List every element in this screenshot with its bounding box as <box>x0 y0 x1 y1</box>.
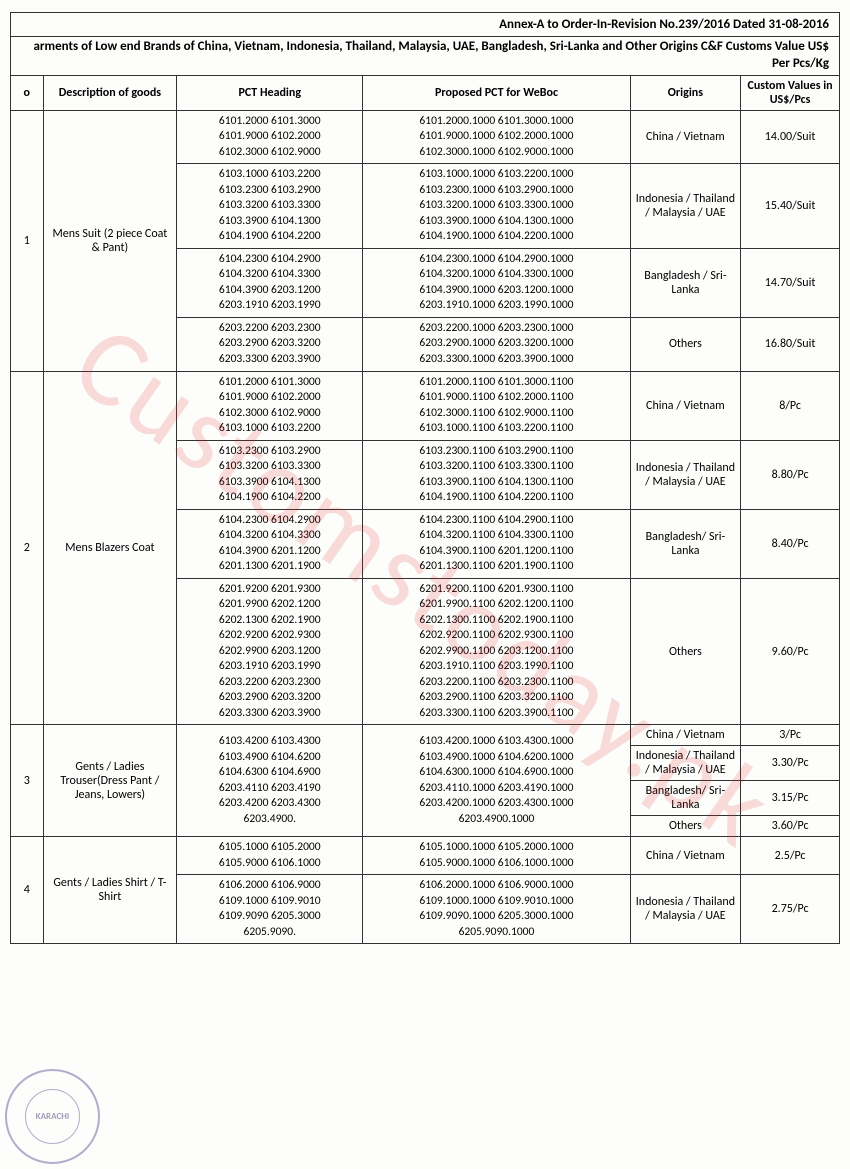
table-cell: 6101.2000.1100 6101.3000.11006101.9000.1… <box>363 371 630 440</box>
table-cell: 3/Pc <box>741 725 840 746</box>
table-cell: Bangladesh / Sri-Lanka <box>630 248 740 317</box>
col-val: Custom Values in US$/Pcs <box>741 75 840 110</box>
table-cell: 6104.2300 6104.29006104.3200 6104.330061… <box>177 509 363 578</box>
table-cell: 2.75/Pc <box>741 875 840 944</box>
table-cell: 6203.2200 6203.23006203.2900 6203.320062… <box>177 317 363 371</box>
table-cell: China / Vietnam <box>630 110 740 164</box>
table-cell: 4 <box>11 837 44 944</box>
table-cell: Others <box>630 578 740 725</box>
table-cell: Gents / Ladies Trouser(Dress Pant / Jean… <box>43 725 177 837</box>
table-cell: Indonesia / Thailand / Malaysia / UAE <box>630 164 740 249</box>
table-cell: China / Vietnam <box>630 837 740 875</box>
table-cell: 3.15/Pc <box>741 781 840 816</box>
table-header-row: o Description of goods PCT Heading Propo… <box>11 75 840 110</box>
table-cell: 8.40/Pc <box>741 509 840 578</box>
table-cell: 6103.2300.1100 6103.2900.11006103.3200.1… <box>363 440 630 509</box>
table-cell: 6201.9200.1100 6201.9300.11006201.9900.1… <box>363 578 630 725</box>
table-cell: 9.60/Pc <box>741 578 840 725</box>
table-cell: 2.5/Pc <box>741 837 840 875</box>
table-cell: Mens Blazers Coat <box>43 371 177 725</box>
table-cell: 6103.1000 6103.22006103.2300 6103.290061… <box>177 164 363 249</box>
table-cell: 6101.2000 6101.30006101.9000 6102.200061… <box>177 110 363 164</box>
table-cell: Bangladesh/ Sri-Lanka <box>630 781 740 816</box>
customs-table: o Description of goods PCT Heading Propo… <box>10 75 840 945</box>
table-row: 2Mens Blazers Coat6101.2000 6101.3000610… <box>11 371 840 440</box>
table-cell: 6106.2000.1000 6106.9000.10006109.1000.1… <box>363 875 630 944</box>
table-cell: 6103.4200 6103.43006103.4900 6104.620061… <box>177 725 363 837</box>
table-cell: 6104.2300.1000 6104.2900.10006104.3200.1… <box>363 248 630 317</box>
table-cell: China / Vietnam <box>630 371 740 440</box>
table-row: 3Gents / Ladies Trouser(Dress Pant / Jea… <box>11 725 840 746</box>
table-cell: 6103.2300 6103.29006103.3200 6103.330061… <box>177 440 363 509</box>
table-cell: 6106.2000 6106.90006109.1000 6109.901061… <box>177 875 363 944</box>
table-cell: 3.30/Pc <box>741 746 840 781</box>
table-row: 4Gents / Ladies Shirt / T- Shirt6105.100… <box>11 837 840 875</box>
col-orig: Origins <box>630 75 740 110</box>
table-cell: 3 <box>11 725 44 837</box>
table-cell: 8/Pc <box>741 371 840 440</box>
table-cell: 6103.1000.1000 6103.2200.10006103.2300.1… <box>363 164 630 249</box>
table-cell: 14.00/Suit <box>741 110 840 164</box>
table-cell: 14.70/Suit <box>741 248 840 317</box>
table-cell: Indonesia / Thailand / Malaysia / UAE <box>630 875 740 944</box>
table-cell: 3.60/Pc <box>741 816 840 837</box>
table-cell: 6203.2200.1000 6203.2300.10006203.2900.1… <box>363 317 630 371</box>
table-cell: 8.80/Pc <box>741 440 840 509</box>
stamp-text: KARACHI <box>25 1089 80 1144</box>
table-cell: 6104.2300.1100 6104.2900.11006104.3200.1… <box>363 509 630 578</box>
table-cell: 6103.4200.1000 6103.4300.10006103.4900.1… <box>363 725 630 837</box>
table-cell: Bangladesh/ Sri-Lanka <box>630 509 740 578</box>
table-cell: 6105.1000 6105.20006105.9000 6106.1000 <box>177 837 363 875</box>
table-cell: 2 <box>11 371 44 725</box>
table-cell: Indonesia / Thailand / Malaysia / UAE <box>630 440 740 509</box>
official-stamp: KARACHI <box>5 1069 100 1164</box>
table-row: 1Mens Suit (2 piece Coat & Pant)6101.200… <box>11 110 840 164</box>
annex-header: Annex-A to Order-In-Revision No.239/2016… <box>10 12 840 36</box>
table-cell: 6201.9200 6201.93006201.9900 6202.120062… <box>177 578 363 725</box>
col-pct: PCT Heading <box>177 75 363 110</box>
col-no: o <box>11 75 44 110</box>
table-cell: 6101.2000 6101.30006101.9000 6102.200061… <box>177 371 363 440</box>
table-cell: 6104.2300 6104.29006104.3200 6104.330061… <box>177 248 363 317</box>
table-cell: 1 <box>11 110 44 371</box>
table-cell: Indonesia / Thailand / Malaysia / UAE <box>630 746 740 781</box>
table-cell: 15.40/Suit <box>741 164 840 249</box>
table-cell: Gents / Ladies Shirt / T- Shirt <box>43 837 177 944</box>
table-cell: Mens Suit (2 piece Coat & Pant) <box>43 110 177 371</box>
table-cell: China / Vietnam <box>630 725 740 746</box>
col-desc: Description of goods <box>43 75 177 110</box>
title-header: arments of Low end Brands of China, Viet… <box>10 36 840 75</box>
table-cell: Others <box>630 317 740 371</box>
table-cell: Others <box>630 816 740 837</box>
table-cell: 6105.1000.1000 6105.2000.10006105.9000.1… <box>363 837 630 875</box>
col-prop: Proposed PCT for WeBoc <box>363 75 630 110</box>
table-cell: 16.80/Suit <box>741 317 840 371</box>
table-cell: 6101.2000.1000 6101.3000.10006101.9000.1… <box>363 110 630 164</box>
